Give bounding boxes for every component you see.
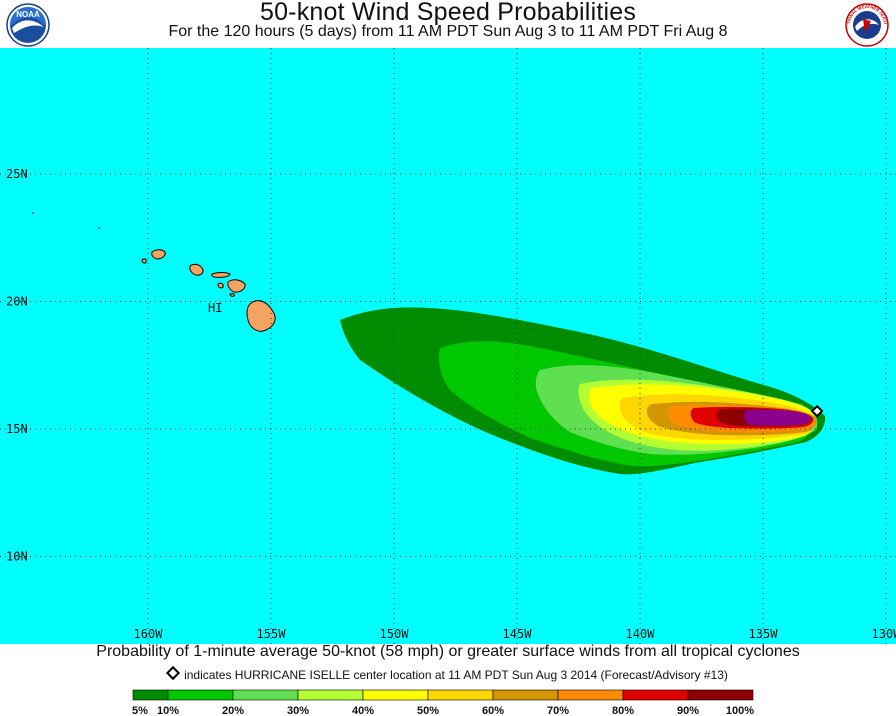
storm-center-marker bbox=[810, 404, 824, 418]
storm-indicator-note: indicates HURRICANE ISELLE center locati… bbox=[0, 665, 896, 682]
island-kahoolawe bbox=[229, 293, 235, 297]
islet-dot bbox=[98, 227, 100, 229]
legend-swatch bbox=[362, 689, 429, 701]
longitude-label: 160W bbox=[134, 627, 164, 641]
latitude-label: 25N bbox=[6, 167, 28, 181]
legend-label: 20% bbox=[222, 705, 244, 716]
probability-map: HI 25N 20N 15N 10N 160W 155W 150W 145W 140W 135W… bbox=[0, 48, 896, 644]
legend-label: 100% bbox=[726, 705, 754, 716]
legend-swatch bbox=[167, 689, 234, 701]
longitude-labels: 160W 155W 150W 145W 140W 135W 130W bbox=[134, 627, 896, 641]
legend-label: 60% bbox=[482, 705, 504, 716]
nws-logo: NATIONAL WEATHER SERVICE bbox=[845, 3, 889, 47]
latitude-label: 15N bbox=[6, 422, 28, 436]
legend-label: 70% bbox=[547, 705, 569, 716]
legend-svg: 5% 10% 20% 30% 40% 50% 60% 70% 80% 90% 100% bbox=[132, 689, 754, 716]
legend-swatch bbox=[232, 689, 299, 701]
legend-swatch bbox=[492, 689, 559, 701]
noaa-logo-text: NOAA bbox=[16, 10, 40, 19]
latitude-labels: 25N 20N 15N 10N bbox=[6, 167, 28, 564]
longitude-label: 150W bbox=[380, 627, 410, 641]
legend-swatch bbox=[557, 689, 624, 701]
state-label-hi: HI bbox=[208, 301, 222, 315]
legend-label: 80% bbox=[612, 705, 634, 716]
longitude-label: 155W bbox=[257, 627, 287, 641]
legend-swatch bbox=[297, 689, 364, 701]
island-niihau bbox=[141, 258, 147, 264]
island-oahu bbox=[189, 263, 204, 276]
longitude-label: 145W bbox=[503, 627, 533, 641]
map-caption: Probability of 1-minute average 50-knot … bbox=[96, 643, 800, 660]
legend-swatch bbox=[687, 689, 754, 701]
page-subtitle: For the 120 hours (5 days) from 11 AM PD… bbox=[168, 23, 728, 40]
legend-swatch bbox=[132, 689, 169, 701]
longitude-label: 130W bbox=[872, 627, 896, 641]
island-kauai bbox=[151, 249, 166, 260]
legend-label: 50% bbox=[417, 705, 439, 716]
probability-legend: 5% 10% 20% 30% 40% 50% 60% 70% 80% 90% 100% bbox=[0, 689, 896, 716]
island-molokai bbox=[211, 272, 231, 278]
islet-dot bbox=[32, 212, 34, 214]
island-big-island bbox=[246, 300, 276, 332]
longitude-label: 135W bbox=[749, 627, 779, 641]
storm-center-diamond bbox=[810, 404, 824, 418]
storm-indicator-text: indicates HURRICANE ISELLE center locati… bbox=[184, 668, 728, 682]
page-title: 50-knot Wind Speed Probabilities bbox=[259, 0, 637, 26]
legend-swatch bbox=[622, 689, 689, 701]
island-maui bbox=[227, 279, 246, 293]
longitude-label: 140W bbox=[626, 627, 656, 641]
header: NOAA 50-knot Wind Speed Probabilities Fo… bbox=[0, 0, 896, 48]
noaa-logo: NOAA bbox=[6, 3, 50, 47]
legend-label: 90% bbox=[677, 705, 699, 716]
legend-label: 30% bbox=[287, 705, 309, 716]
island-lanai bbox=[217, 282, 224, 289]
legend-label: 10% bbox=[157, 705, 179, 716]
latitude-label: 20N bbox=[6, 295, 28, 309]
hawaii-islands bbox=[141, 249, 276, 332]
diamond-icon bbox=[166, 665, 181, 681]
legend-label: 5% bbox=[132, 705, 148, 716]
contour-100pct bbox=[744, 409, 811, 426]
latitude-label: 10N bbox=[6, 550, 28, 564]
map-svg: HI 25N 20N 15N 10N 160W 155W 150W 145W 140W 135W… bbox=[0, 48, 896, 644]
legend-swatch bbox=[427, 689, 494, 701]
legend-label: 40% bbox=[352, 705, 374, 716]
